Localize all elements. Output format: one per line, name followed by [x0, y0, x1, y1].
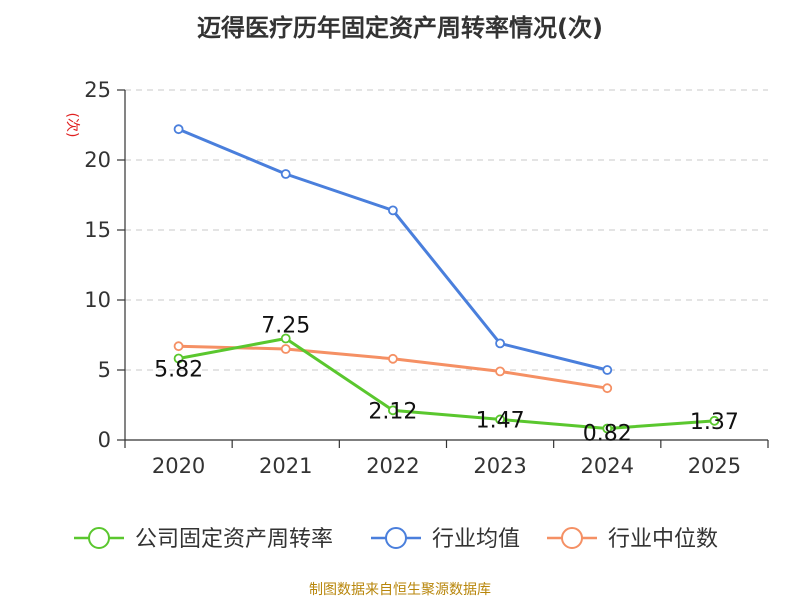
- legend-marker: [385, 527, 407, 549]
- data-label: 1.47: [476, 408, 525, 433]
- legend-marker: [561, 527, 583, 549]
- data-point: [388, 353, 398, 364]
- y-tick-label: 25: [84, 78, 111, 102]
- x-tick-label: 2023: [473, 454, 526, 478]
- legend-label: 公司固定资产周转率: [135, 527, 333, 552]
- data-point: [388, 405, 398, 416]
- data-point: [602, 423, 613, 434]
- series-line: [178, 337, 715, 431]
- legend-item[interactable]: 公司固定资产周转率: [74, 527, 333, 552]
- data-point: [173, 124, 184, 135]
- series-lines: [173, 124, 720, 434]
- chart-title: 迈得医疗历年固定资产周转率情况(次): [197, 14, 603, 42]
- legend-item[interactable]: 行业中位数: [547, 527, 718, 552]
- data-point: [388, 205, 398, 216]
- data-point: [280, 344, 291, 354]
- source-note: 制图数据来自恒生聚源数据库: [309, 582, 491, 598]
- data-point: [173, 341, 184, 352]
- data-point: [173, 353, 184, 364]
- legend-item[interactable]: 行业均值: [371, 527, 520, 552]
- legend-label: 行业均值: [432, 527, 520, 552]
- y-axis-unit: (次): [64, 113, 80, 138]
- legend: 公司固定资产周转率 行业均值 行业中位数: [74, 527, 718, 552]
- data-point: [495, 414, 505, 425]
- data-point: [709, 415, 720, 426]
- data-label: 5.82: [154, 358, 203, 383]
- series-line: [178, 127, 608, 372]
- data-label: 1.37: [690, 410, 739, 435]
- y-tick-label: 15: [84, 218, 111, 242]
- legend-label: 行业中位数: [608, 527, 718, 552]
- data-point: [495, 338, 505, 349]
- data-point: [602, 383, 613, 394]
- x-tick-label: 2022: [366, 454, 419, 478]
- data-labels: 5.82 7.25 2.12 1.47 0.82 1.37: [154, 314, 739, 447]
- y-tick-label: 0: [98, 428, 111, 452]
- data-point: [495, 366, 505, 377]
- data-point: [280, 333, 291, 344]
- data-label: 7.25: [261, 314, 310, 339]
- data-label: 2.12: [368, 399, 417, 424]
- legend-marker: [88, 527, 110, 549]
- y-tick-label: 5: [98, 358, 111, 382]
- x-tick-label: 2025: [688, 454, 741, 478]
- x-tick-label: 2024: [581, 454, 634, 478]
- x-tick-label: 2020: [152, 454, 205, 478]
- x-tick-label: 2021: [259, 454, 312, 478]
- data-point: [280, 169, 291, 179]
- y-tick-label: 20: [84, 148, 111, 172]
- grid-lines: [125, 89, 768, 371]
- data-point: [602, 365, 613, 375]
- data-label: 0.82: [583, 422, 632, 447]
- y-tick-label: 10: [84, 288, 111, 312]
